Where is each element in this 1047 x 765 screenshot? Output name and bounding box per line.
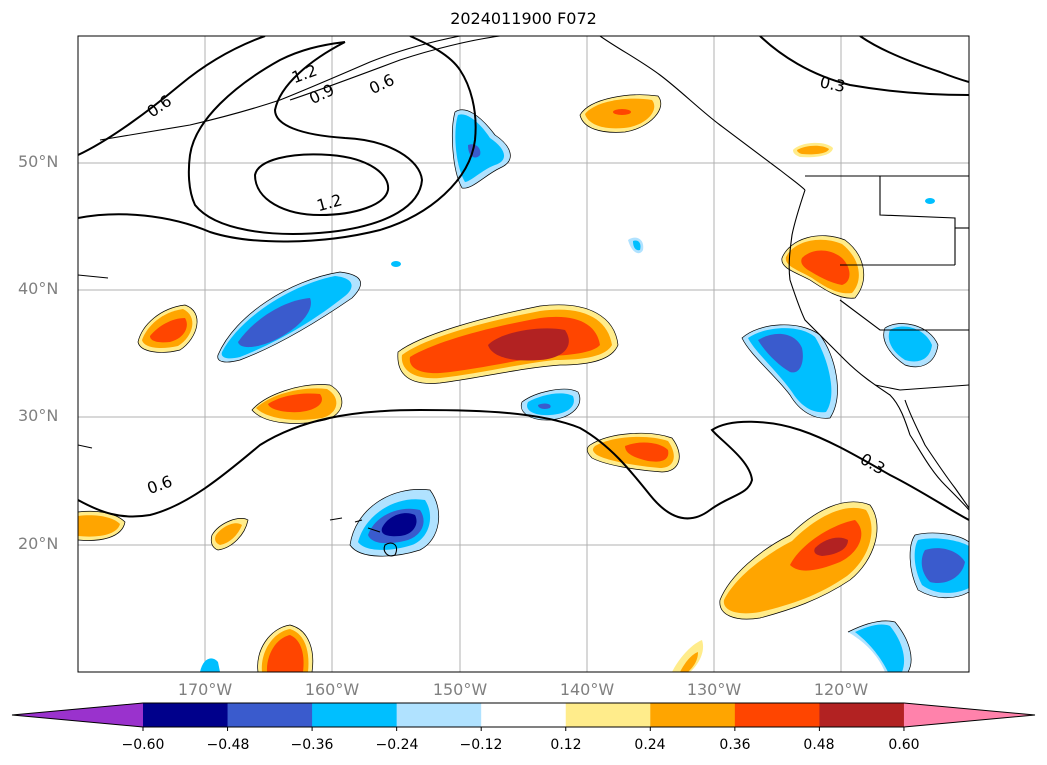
colorbar-segment <box>734 703 820 727</box>
contour-label: 0.6 <box>143 91 175 121</box>
contour-label: 0.9 <box>306 80 337 108</box>
colorbar-tick-label: −0.48 <box>206 737 250 753</box>
colorbar-tick-label: 0.24 <box>634 737 666 753</box>
colorbar-tick-label: 0.36 <box>719 737 751 753</box>
contour-label: 0.6 <box>144 472 174 499</box>
contour-label: 1.2 <box>289 61 319 88</box>
lat-label: 30°N <box>18 406 59 425</box>
contour-label: 0.3 <box>818 72 847 96</box>
colorbar <box>11 702 1036 731</box>
lon-label: 170°W <box>177 680 233 699</box>
colorbar-segment <box>312 703 398 727</box>
lon-label: 160°W <box>304 680 360 699</box>
colorbar-segment <box>565 703 651 727</box>
colorbar-extend-low <box>12 703 143 727</box>
contour-label: 0.3 <box>857 449 889 478</box>
anomaly-fills <box>78 94 969 672</box>
contour-label-group: 1.2 1.2 0.9 0.6 0.6 0.6 0.3 0.3 <box>143 61 888 498</box>
colorbar-segment <box>819 703 905 727</box>
colorbar-segment <box>143 703 229 727</box>
colorbar-tick-label: 0.12 <box>550 737 582 753</box>
lat-label: 40°N <box>18 279 59 298</box>
colorbar-tick-label: −0.60 <box>121 737 165 753</box>
map-area <box>78 36 969 672</box>
map-title: 2024011900 F072 <box>450 9 597 28</box>
fill-outlines <box>78 94 969 672</box>
lat-label: 20°N <box>18 534 59 553</box>
coastlines <box>78 36 969 557</box>
map-frame <box>77 35 970 673</box>
colorbar-tick-label: −0.24 <box>375 737 419 753</box>
contour-label: 1.2 <box>315 190 345 215</box>
lon-label: 130°W <box>686 680 742 699</box>
colorbar-tick-label: −0.36 <box>290 737 334 753</box>
colorbar-segment <box>481 703 567 727</box>
colorbar-segment <box>227 703 313 727</box>
contour-lines <box>78 36 969 521</box>
colorbar-segment <box>396 703 482 727</box>
colorbar-tick-label: −0.12 <box>459 737 503 753</box>
lon-label: 140°W <box>559 680 615 699</box>
lat-label: 50°N <box>18 152 59 171</box>
lon-label: 120°W <box>813 680 869 699</box>
contour-label: 0.6 <box>366 70 397 98</box>
lon-label: 150°W <box>432 680 488 699</box>
colorbar-tick-label: 0.48 <box>803 737 835 753</box>
colorbar-extend-high <box>903 703 1035 727</box>
colorbar-segment <box>650 703 736 727</box>
colorbar-tick-label: 0.60 <box>888 737 920 753</box>
